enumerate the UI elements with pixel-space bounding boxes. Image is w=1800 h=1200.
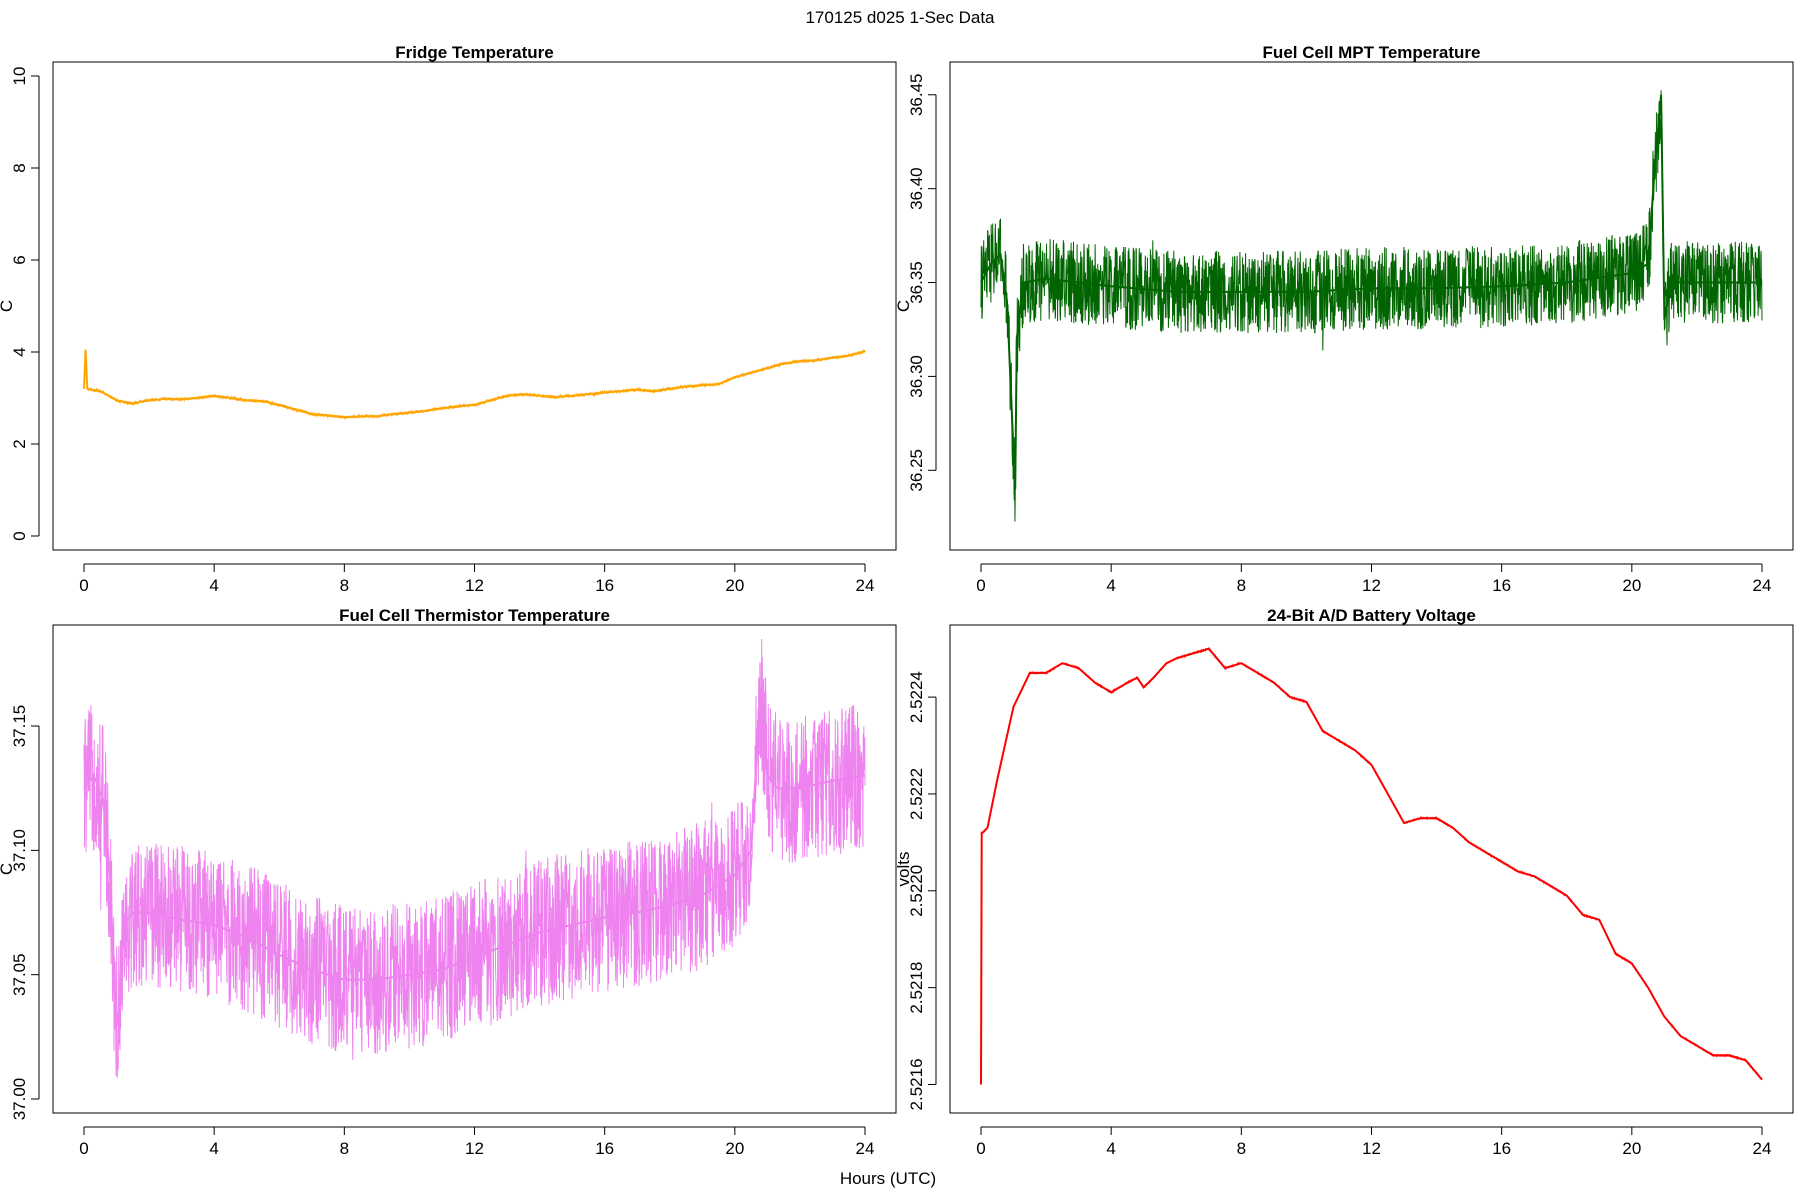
x-tick-label: 0 [976,1139,985,1158]
chart-panel-4: 24-Bit A/D Battery Voltage volts 0 4 8 12 16 20… [894,606,1794,1158]
x-tick-label: 20 [1622,1139,1641,1158]
x-tick-label: 8 [1237,1139,1246,1158]
plot-frame [949,61,1794,551]
x-tick-label: 16 [595,576,614,595]
panel-title: Fuel Cell MPT Temperature [1263,43,1481,62]
y-tick-label: 36.45 [907,74,926,117]
y-tick-label: 2.5224 [907,671,926,723]
x-tick-label: 20 [725,1139,744,1158]
y-tick-label: 8 [10,163,29,172]
data-series-trend [980,647,1763,1085]
x-tick-label: 16 [595,1139,614,1158]
y-tick-label: 2.5218 [907,962,926,1014]
x-tick-label: 12 [1362,576,1381,595]
data-series-trend [980,94,1762,490]
y-tick-label: 37.10 [10,829,29,872]
y-axis-label: C [0,863,16,875]
x-tick-label: 0 [976,576,985,595]
y-tick-label: 36.25 [907,449,926,492]
panel-title: 24-Bit A/D Battery Voltage [1267,606,1476,625]
x-tick-label: 0 [79,576,88,595]
plot-frame [52,624,897,1114]
x-tick-label: 12 [465,1139,484,1158]
x-tick-label: 8 [340,576,349,595]
y-axis-label: C [894,300,913,312]
y-tick-label: 37.00 [10,1078,29,1121]
x-tick-label: 24 [1753,576,1772,595]
data-series-line [83,638,866,1078]
x-tick-label: 4 [209,576,218,595]
y-tick-label: 2 [10,439,29,448]
panel-title: Fuel Cell Thermistor Temperature [339,606,610,625]
y-tick-label: 0 [10,531,29,540]
plot-frame [52,61,897,551]
x-tick-label: 24 [856,1139,875,1158]
x-tick-label: 0 [79,1139,88,1158]
x-tick-label: 8 [1237,576,1246,595]
figure-xlabel: Hours (UTC) [840,1169,936,1188]
figure-title: 170125 d025 1-Sec Data [805,8,995,27]
y-axis-label: volts [894,852,913,887]
x-tick-label: 4 [1106,576,1115,595]
x-tick-label: 12 [1362,1139,1381,1158]
y-tick-label: 37.15 [10,705,29,748]
y-tick-label: 36.35 [907,261,926,304]
y-tick-label: 36.40 [907,167,926,210]
x-tick-label: 4 [1106,1139,1115,1158]
data-series-trend [83,349,866,419]
y-tick-label: 36.30 [907,355,926,398]
y-axis-label: C [0,300,16,312]
y-tick-label: 2.5222 [907,768,926,820]
data-series-line [980,90,1763,522]
x-tick-label: 12 [465,576,484,595]
y-tick-label: 37.05 [10,953,29,996]
y-tick-label: 2.5220 [907,865,926,917]
x-tick-label: 4 [209,1139,218,1158]
y-tick-label: 10 [10,67,29,86]
plot-frame [949,624,1794,1114]
data-series-trend [83,688,866,1025]
y-tick-label: 6 [10,255,29,264]
chart-panels: Fridge TemperatureC048121620240246810Fue… [0,43,1794,1158]
chart-panel-1: Fridge TemperatureC048121620240246810 [0,43,897,595]
x-tick-label: 16 [1492,576,1511,595]
x-tick-label: 24 [856,576,875,595]
chart-panel-3: Fuel Cell Thermistor Temperature C 0 4 8 12 16… [0,606,897,1158]
x-tick-label: 8 [340,1139,349,1158]
x-tick-label: 20 [725,576,744,595]
x-tick-label: 16 [1492,1139,1511,1158]
y-tick-label: 4 [10,347,29,356]
x-tick-label: 20 [1622,576,1641,595]
panel-title: Fridge Temperature [395,43,553,62]
chart-panel-2: Fuel Cell MPT Temperature C 0 4 8 12 16 20 24 36.… [894,43,1794,595]
x-tick-label: 24 [1753,1139,1772,1158]
y-tick-label: 2.5216 [907,1058,926,1110]
